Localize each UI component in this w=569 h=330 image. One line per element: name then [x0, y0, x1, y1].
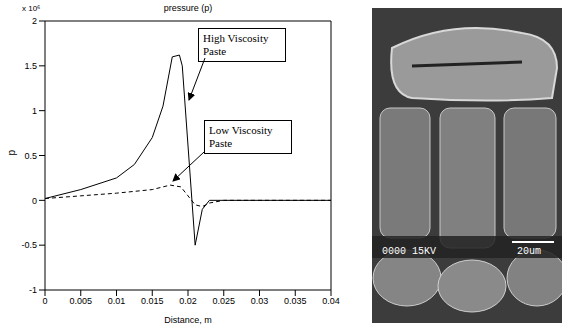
svg-text:0.025: 0.025	[212, 296, 235, 306]
html-text:pressure (p): pressure (p)	[163, 3, 213, 13]
svg-text:0.04: 0.04	[322, 296, 340, 306]
svg-text:0.005: 0.005	[69, 296, 92, 306]
svg-text:-0.5: -0.5	[21, 240, 37, 250]
svg-text:0000 15KV: 0000 15KV	[382, 246, 436, 257]
svg-text:0.03: 0.03	[251, 296, 269, 306]
svg-text:0.015: 0.015	[141, 296, 164, 306]
svg-text:-1: -1	[29, 285, 37, 295]
svg-text:0: 0	[32, 196, 37, 206]
svg-text:0.02: 0.02	[179, 296, 197, 306]
svg-text:1.5: 1.5	[24, 61, 37, 71]
svg-text:1: 1	[32, 106, 37, 116]
svg-text:2: 2	[32, 16, 37, 26]
svg-text:Distance, m: Distance, m	[164, 315, 212, 325]
svg-text:0: 0	[42, 296, 47, 306]
svg-text:0.035: 0.035	[284, 296, 307, 306]
svg-text:20um: 20um	[517, 246, 541, 257]
html-text:x 10⁶: x 10⁶	[22, 4, 41, 13]
svg-text:0.01: 0.01	[108, 296, 126, 306]
html-text:High Viscosity Paste: High Viscosity Paste	[203, 32, 269, 57]
svg-text:0.5: 0.5	[24, 151, 37, 161]
svg-text:p: p	[6, 150, 17, 156]
html-text:Low Viscosity Paste: Low Viscosity Paste	[209, 124, 273, 149]
